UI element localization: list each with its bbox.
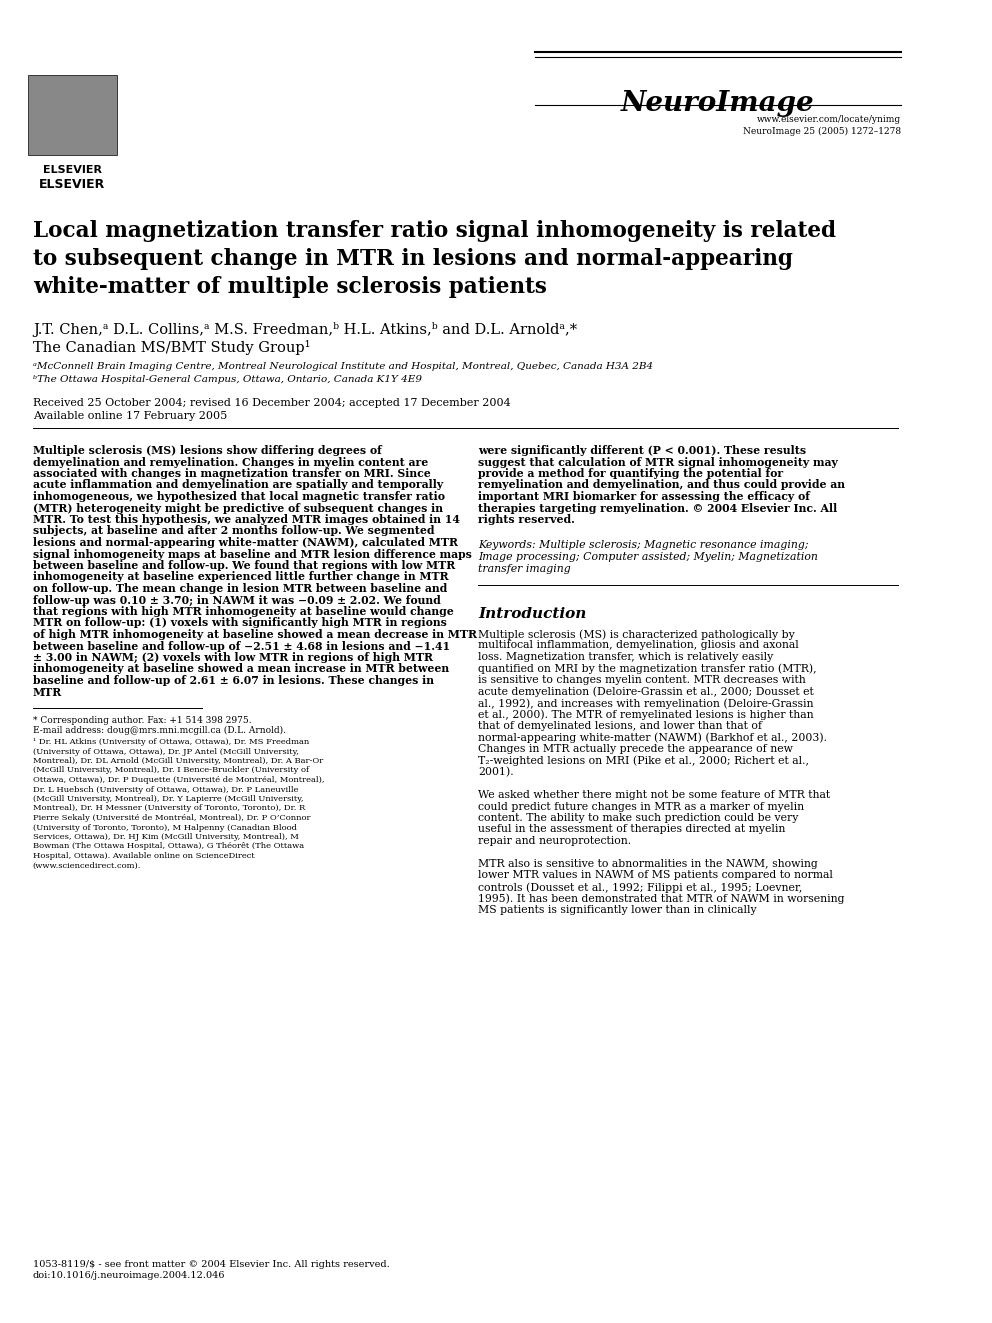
Text: acute demyelination (Deloire-Grassin et al., 2000; Dousset et: acute demyelination (Deloire-Grassin et … — [478, 687, 814, 697]
Text: inhomogeneity at baseline showed a mean increase in MTR between: inhomogeneity at baseline showed a mean … — [33, 664, 449, 675]
Text: MTR. To test this hypothesis, we analyzed MTR images obtained in 14: MTR. To test this hypothesis, we analyze… — [33, 515, 459, 525]
Text: is sensitive to changes myelin content. MTR decreases with: is sensitive to changes myelin content. … — [478, 675, 806, 685]
Text: therapies targeting remyelination. © 2004 Elsevier Inc. All: therapies targeting remyelination. © 200… — [478, 503, 837, 513]
Text: (MTR) heterogeneity might be predictive of subsequent changes in: (MTR) heterogeneity might be predictive … — [33, 503, 442, 513]
Text: on follow-up. The mean change in lesion MTR between baseline and: on follow-up. The mean change in lesion … — [33, 583, 447, 594]
Text: to subsequent change in MTR in lesions and normal-appearing: to subsequent change in MTR in lesions a… — [33, 247, 793, 270]
Text: useful in the assessment of therapies directed at myelin: useful in the assessment of therapies di… — [478, 824, 786, 835]
Text: inhomogeneous, we hypothesized that local magnetic transfer ratio: inhomogeneous, we hypothesized that loca… — [33, 491, 444, 501]
Text: ELSEVIER: ELSEVIER — [39, 179, 105, 191]
Text: 1053-8119/$ - see front matter © 2004 Elsevier Inc. All rights reserved.: 1053-8119/$ - see front matter © 2004 El… — [33, 1259, 390, 1269]
Text: MTR on follow-up: (1) voxels with significantly high MTR in regions: MTR on follow-up: (1) voxels with signif… — [33, 618, 446, 628]
Text: inhomogeneity at baseline experienced little further change in MTR: inhomogeneity at baseline experienced li… — [33, 572, 448, 582]
Text: al., 1992), and increases with remyelination (Deloire-Grassin: al., 1992), and increases with remyelina… — [478, 699, 814, 709]
Text: (www.sciencedirect.com).: (www.sciencedirect.com). — [33, 861, 141, 869]
Text: NeuroImage 25 (2005) 1272–1278: NeuroImage 25 (2005) 1272–1278 — [743, 127, 901, 136]
Text: www.elsevier.com/locate/ynimg: www.elsevier.com/locate/ynimg — [757, 115, 901, 124]
Text: Introduction: Introduction — [478, 607, 587, 620]
Text: subjects, at baseline and after 2 months follow-up. We segmented: subjects, at baseline and after 2 months… — [33, 525, 434, 537]
Text: loss. Magnetization transfer, which is relatively easily: loss. Magnetization transfer, which is r… — [478, 652, 774, 662]
Text: 2001).: 2001). — [478, 767, 514, 778]
Text: 1995). It has been demonstrated that MTR of NAWM in worsening: 1995). It has been demonstrated that MTR… — [478, 893, 845, 904]
Text: MS patients is significantly lower than in clinically: MS patients is significantly lower than … — [478, 905, 757, 916]
Text: remyelination and demyelination, and thus could provide an: remyelination and demyelination, and thu… — [478, 479, 845, 491]
Text: (University of Toronto, Toronto), M Halpenny (Canadian Blood: (University of Toronto, Toronto), M Halp… — [33, 823, 297, 831]
Text: important MRI biomarker for assessing the efficacy of: important MRI biomarker for assessing th… — [478, 491, 810, 501]
Text: Keywords: Multiple sclerosis; Magnetic resonance imaging;: Keywords: Multiple sclerosis; Magnetic r… — [478, 541, 808, 550]
Text: E-mail address: doug@mrs.mni.mcgill.ca (D.L. Arnold).: E-mail address: doug@mrs.mni.mcgill.ca (… — [33, 726, 286, 736]
Text: content. The ability to make such prediction could be very: content. The ability to make such predic… — [478, 814, 799, 823]
Text: Multiple sclerosis (MS) is characterized pathologically by: Multiple sclerosis (MS) is characterized… — [478, 628, 796, 639]
Text: ᵇThe Ottawa Hospital-General Campus, Ottawa, Ontario, Canada K1Y 4E9: ᵇThe Ottawa Hospital-General Campus, Ott… — [33, 374, 422, 384]
Text: T₂-weighted lesions on MRI (Pike et al., 2000; Richert et al.,: T₂-weighted lesions on MRI (Pike et al.,… — [478, 755, 809, 766]
Text: Hospital, Ottawa). Available online on ScienceDirect: Hospital, Ottawa). Available online on S… — [33, 852, 255, 860]
Text: ¹ Dr. HL Atkins (University of Ottawa, Ottawa), Dr. MS Freedman: ¹ Dr. HL Atkins (University of Ottawa, O… — [33, 738, 310, 746]
Text: Available online 17 February 2005: Available online 17 February 2005 — [33, 411, 227, 421]
Text: provide a method for quantifying the potential for: provide a method for quantifying the pot… — [478, 468, 784, 479]
Text: signal inhomogeneity maps at baseline and MTR lesion difference maps: signal inhomogeneity maps at baseline an… — [33, 549, 472, 560]
Text: NeuroImage: NeuroImage — [621, 90, 814, 116]
Text: Changes in MTR actually precede the appearance of new: Changes in MTR actually precede the appe… — [478, 744, 794, 754]
Text: repair and neuroprotection.: repair and neuroprotection. — [478, 836, 632, 845]
Text: doi:10.1016/j.neuroimage.2004.12.046: doi:10.1016/j.neuroimage.2004.12.046 — [33, 1271, 225, 1279]
Text: The Canadian MS/BMT Study Group¹: The Canadian MS/BMT Study Group¹ — [33, 340, 310, 355]
Text: Received 25 October 2004; revised 16 December 2004; accepted 17 December 2004: Received 25 October 2004; revised 16 Dec… — [33, 398, 511, 407]
Text: quantified on MRI by the magnetization transfer ratio (MTR),: quantified on MRI by the magnetization t… — [478, 664, 817, 673]
Text: white-matter of multiple sclerosis patients: white-matter of multiple sclerosis patie… — [33, 277, 547, 298]
Text: (McGill University, Montreal), Dr. Y Lapierre (McGill University,: (McGill University, Montreal), Dr. Y Lap… — [33, 795, 304, 803]
Text: Multiple sclerosis (MS) lesions show differing degrees of: Multiple sclerosis (MS) lesions show dif… — [33, 445, 382, 456]
Text: lesions and normal-appearing white-matter (NAWM), calculated MTR: lesions and normal-appearing white-matte… — [33, 537, 458, 548]
Text: that regions with high MTR inhomogeneity at baseline would change: that regions with high MTR inhomogeneity… — [33, 606, 453, 617]
Text: between baseline and follow-up of −2.51 ± 4.68 in lesions and −1.41: between baseline and follow-up of −2.51 … — [33, 640, 450, 651]
Text: controls (Dousset et al., 1992; Filippi et al., 1995; Loevner,: controls (Dousset et al., 1992; Filippi … — [478, 882, 803, 893]
Text: ± 3.00 in NAWM; (2) voxels with low MTR in regions of high MTR: ± 3.00 in NAWM; (2) voxels with low MTR … — [33, 652, 433, 663]
Text: were significantly different (P < 0.001). These results: were significantly different (P < 0.001)… — [478, 445, 806, 456]
Text: Bowman (The Ottawa Hospital, Ottawa), G Théorêt (The Ottawa: Bowman (The Ottawa Hospital, Ottawa), G … — [33, 843, 304, 851]
Text: lower MTR values in NAWM of MS patients compared to normal: lower MTR values in NAWM of MS patients … — [478, 871, 833, 881]
Text: baseline and follow-up of 2.61 ± 6.07 in lesions. These changes in: baseline and follow-up of 2.61 ± 6.07 in… — [33, 675, 434, 687]
Text: Image processing; Computer assisted; Myelin; Magnetization: Image processing; Computer assisted; Mye… — [478, 552, 818, 562]
FancyBboxPatch shape — [28, 75, 117, 155]
Text: of high MTR inhomogeneity at baseline showed a mean decrease in MTR: of high MTR inhomogeneity at baseline sh… — [33, 628, 477, 640]
Text: acute inflammation and demyelination are spatially and temporally: acute inflammation and demyelination are… — [33, 479, 443, 491]
Text: Pierre Sekaly (Université de Montréal, Montreal), Dr. P O’Connor: Pierre Sekaly (Université de Montréal, M… — [33, 814, 310, 822]
Text: between baseline and follow-up. We found that regions with low MTR: between baseline and follow-up. We found… — [33, 560, 455, 572]
Text: We asked whether there might not be some feature of MTR that: We asked whether there might not be some… — [478, 790, 830, 800]
Text: J.T. Chen,ᵃ D.L. Collins,ᵃ M.S. Freedman,ᵇ H.L. Atkins,ᵇ and D.L. Arnoldᵃ,*: J.T. Chen,ᵃ D.L. Collins,ᵃ M.S. Freedman… — [33, 321, 577, 337]
Text: normal-appearing white-matter (NAWM) (Barkhof et al., 2003).: normal-appearing white-matter (NAWM) (Ba… — [478, 733, 827, 744]
Text: associated with changes in magnetization transfer on MRI. Since: associated with changes in magnetization… — [33, 468, 431, 479]
Text: follow-up was 0.10 ± 3.70; in NAWM it was −0.09 ± 2.02. We found: follow-up was 0.10 ± 3.70; in NAWM it wa… — [33, 594, 440, 606]
Text: MTR also is sensitive to abnormalities in the NAWM, showing: MTR also is sensitive to abnormalities i… — [478, 859, 818, 869]
Text: Montreal), Dr. DL Arnold (McGill University, Montreal), Dr. A Bar-Or: Montreal), Dr. DL Arnold (McGill Univers… — [33, 757, 323, 765]
Text: that of demyelinated lesions, and lower than that of: that of demyelinated lesions, and lower … — [478, 721, 763, 732]
Text: Local magnetization transfer ratio signal inhomogeneity is related: Local magnetization transfer ratio signa… — [33, 220, 836, 242]
Text: (McGill University, Montreal), Dr. I Bence-Bruckler (University of: (McGill University, Montreal), Dr. I Ben… — [33, 766, 309, 774]
Text: could predict future changes in MTR as a marker of myelin: could predict future changes in MTR as a… — [478, 802, 805, 811]
Text: Ottawa, Ottawa), Dr. P Duquette (Université de Montréal, Montreal),: Ottawa, Ottawa), Dr. P Duquette (Univers… — [33, 777, 324, 785]
Text: rights reserved.: rights reserved. — [478, 515, 575, 525]
Text: demyelination and remyelination. Changes in myelin content are: demyelination and remyelination. Changes… — [33, 456, 429, 467]
Text: * Corresponding author. Fax: +1 514 398 2975.: * Corresponding author. Fax: +1 514 398 … — [33, 716, 251, 725]
Text: Montreal), Dr. H Messner (University of Toronto, Toronto), Dr. R: Montreal), Dr. H Messner (University of … — [33, 804, 306, 812]
Text: ᵃMcConnell Brain Imaging Centre, Montreal Neurological Institute and Hospital, M: ᵃMcConnell Brain Imaging Centre, Montrea… — [33, 363, 653, 370]
Text: Dr. L Huebsch (University of Ottawa, Ottawa), Dr. P Laneuville: Dr. L Huebsch (University of Ottawa, Ott… — [33, 786, 299, 794]
Text: Services, Ottawa), Dr. HJ Kim (McGill University, Montreal), M: Services, Ottawa), Dr. HJ Kim (McGill Un… — [33, 833, 299, 841]
Text: multifocal inflammation, demyelination, gliosis and axonal: multifocal inflammation, demyelination, … — [478, 640, 800, 651]
Text: ELSEVIER: ELSEVIER — [43, 165, 102, 175]
Text: (University of Ottawa, Ottawa), Dr. JP Antel (McGill University,: (University of Ottawa, Ottawa), Dr. JP A… — [33, 747, 299, 755]
Text: et al., 2000). The MTR of remyelinated lesions is higher than: et al., 2000). The MTR of remyelinated l… — [478, 709, 814, 720]
Text: MTR: MTR — [33, 687, 62, 697]
Text: suggest that calculation of MTR signal inhomogeneity may: suggest that calculation of MTR signal i… — [478, 456, 838, 467]
Text: transfer imaging: transfer imaging — [478, 564, 571, 573]
